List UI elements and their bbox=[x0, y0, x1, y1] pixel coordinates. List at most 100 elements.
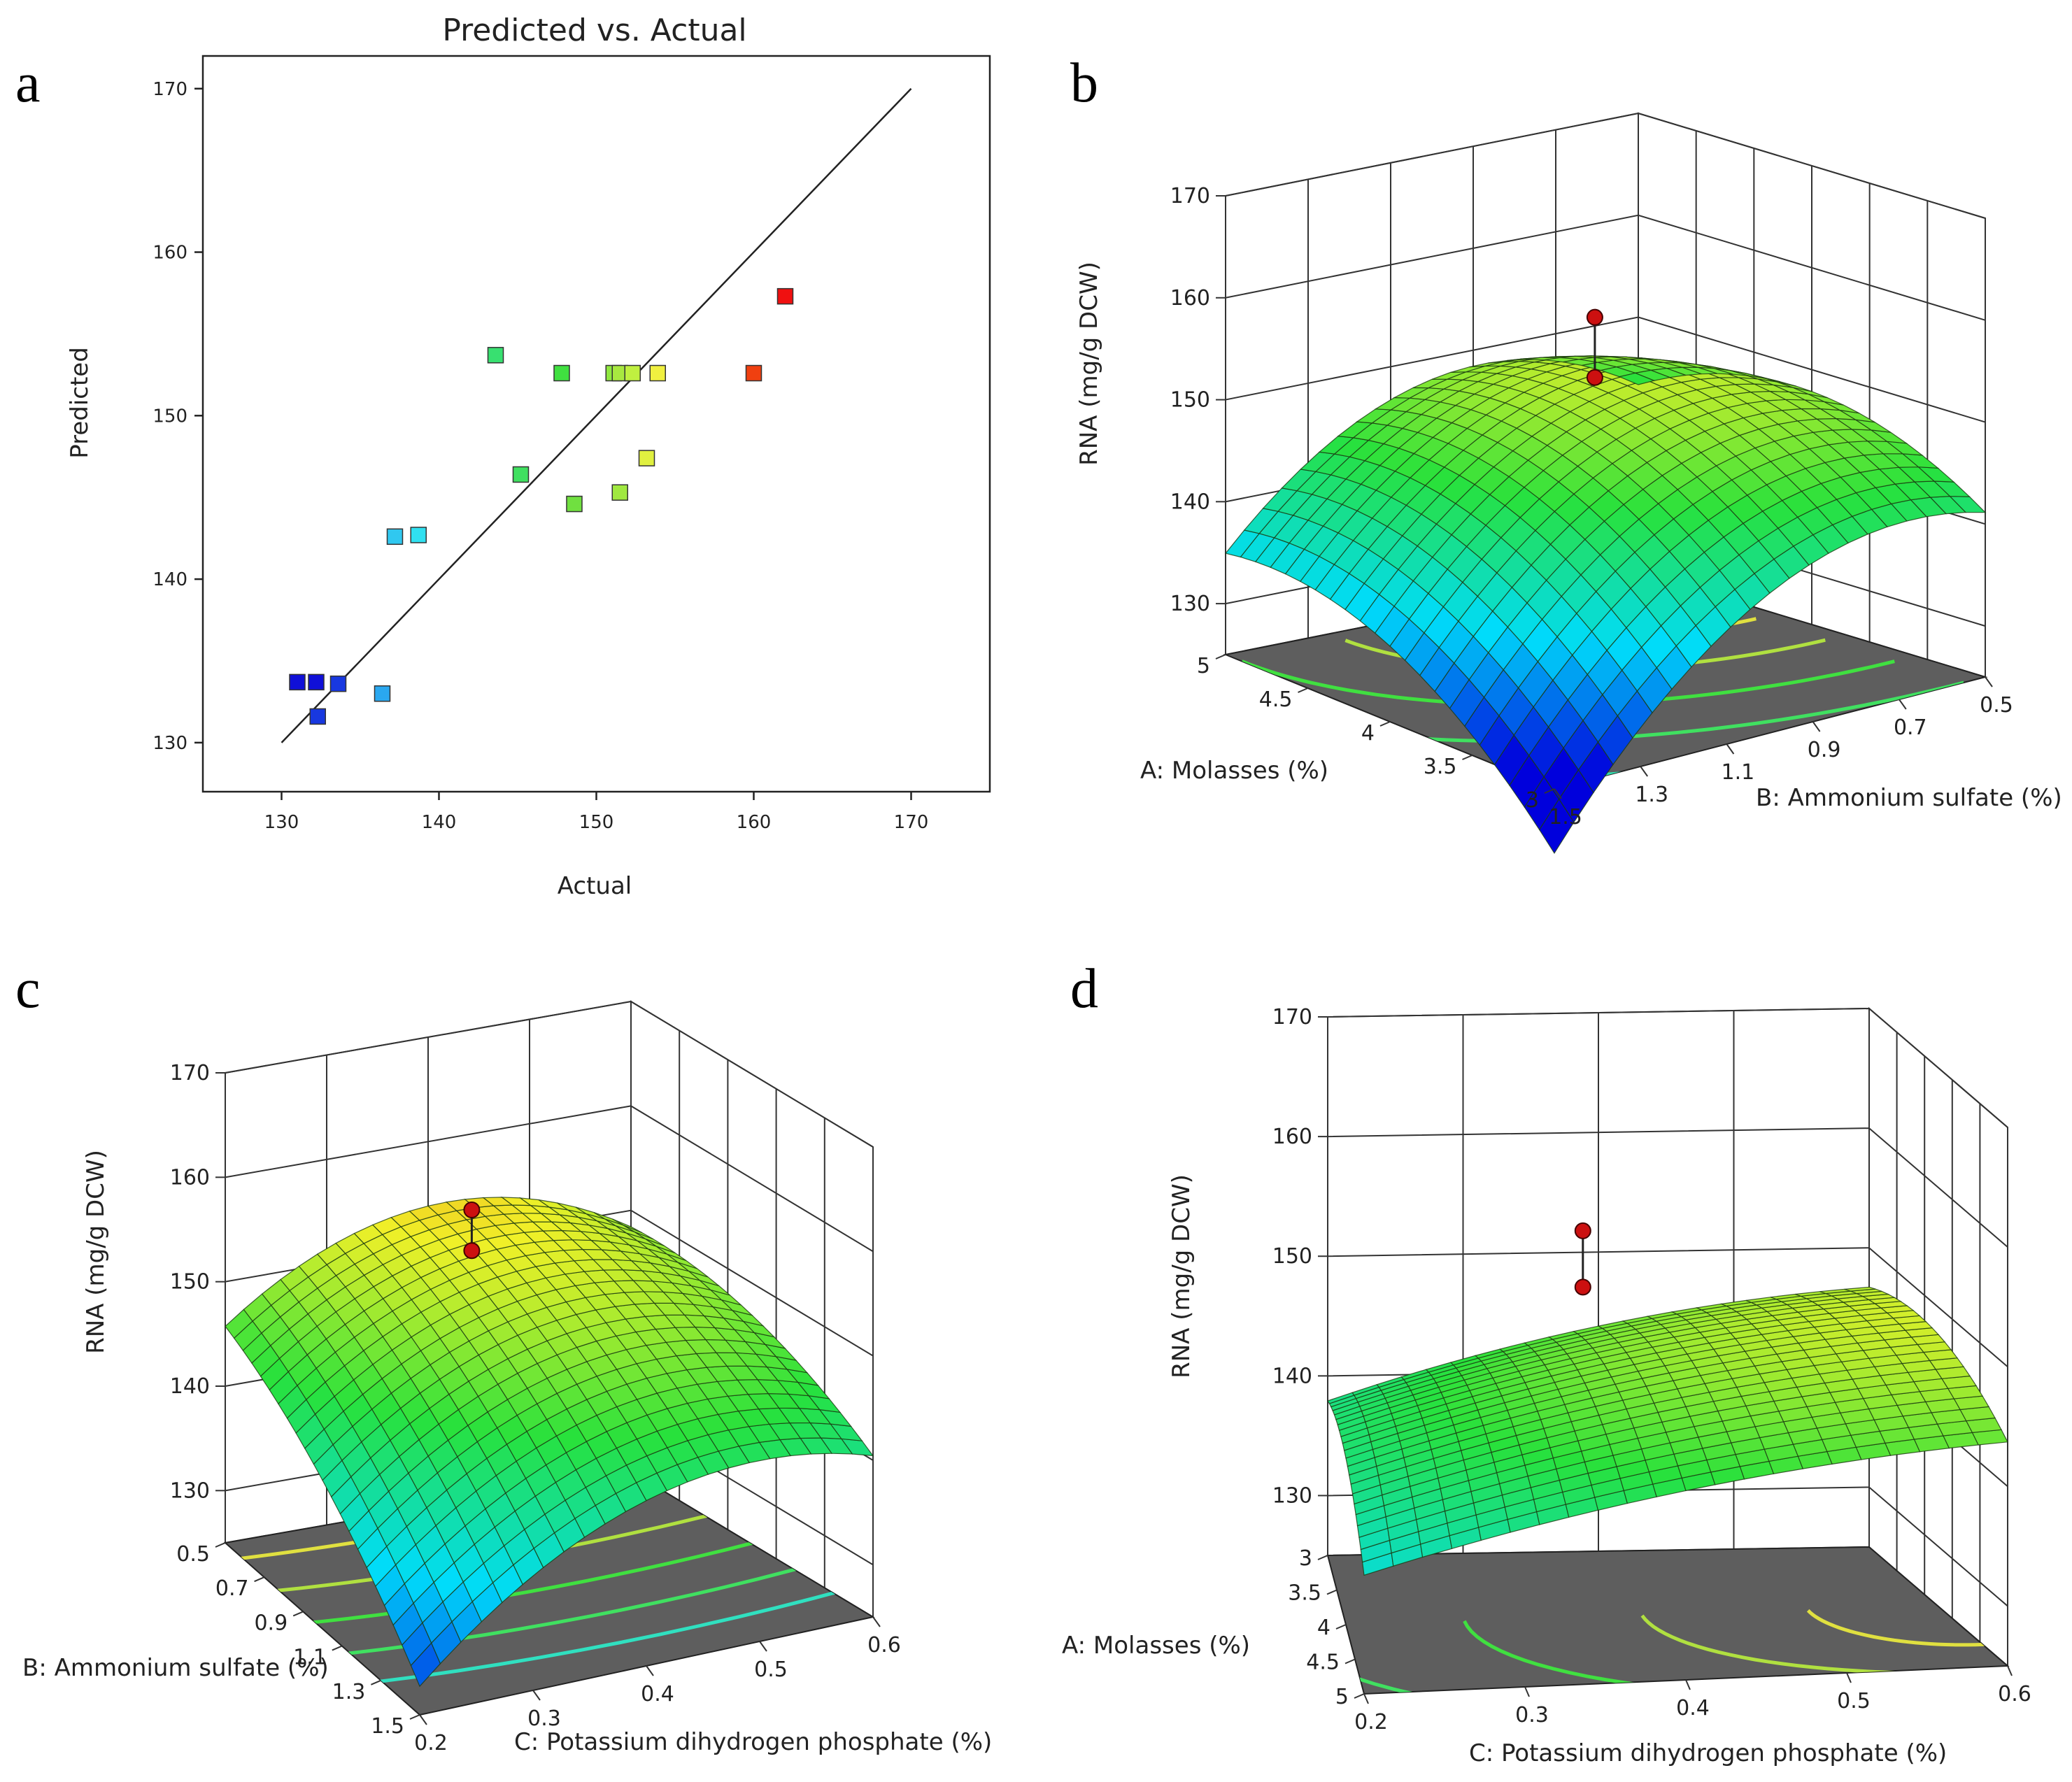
panel-label-d: d bbox=[1070, 958, 1098, 1020]
x-tick-mark bbox=[332, 1645, 343, 1651]
x-axis-label: A: Molasses (%) bbox=[1062, 1632, 1250, 1660]
x-tick-mark bbox=[409, 1714, 420, 1720]
y-tick-label: 150 bbox=[152, 406, 187, 427]
panel-b-surface: b 170 160 150 140 130 5 4.5 4 3.5 3 1.5 1.3 1.1 0.9… bbox=[1070, 52, 2062, 855]
z-tick-label: 160 bbox=[170, 1165, 210, 1190]
y-tick-label: 1.5 bbox=[1549, 805, 1582, 829]
y-tick-mark bbox=[1812, 721, 1821, 732]
y-tick-label: 0.6 bbox=[1998, 1682, 2031, 1706]
x-tick-mark bbox=[1544, 788, 1555, 794]
x-tick-label: 1.1 bbox=[293, 1646, 327, 1670]
z-tick-label: 150 bbox=[170, 1270, 210, 1295]
z-gridline bbox=[1327, 1007, 2008, 1128]
x-tick-mark bbox=[215, 1542, 226, 1548]
surface-cell bbox=[1618, 372, 1656, 385]
y-tick-label: 0.7 bbox=[1894, 715, 1927, 740]
scatter-point bbox=[745, 364, 762, 382]
y-tick-label: 140 bbox=[152, 569, 187, 590]
y-tick-mark bbox=[1685, 1679, 1691, 1690]
z-tick-label: 160 bbox=[1170, 286, 1210, 311]
x-tick-mark bbox=[1344, 1658, 1356, 1665]
x-tick-mark bbox=[1379, 721, 1391, 727]
y-tick-mark bbox=[2007, 1665, 2013, 1676]
scatter-points bbox=[289, 287, 794, 725]
scatter-point bbox=[309, 708, 326, 725]
y-axis-label: C: Potassium dihydrogen phosphate (%) bbox=[1469, 1739, 1947, 1767]
x-tick-mark bbox=[1215, 654, 1226, 660]
design-point-actual bbox=[1586, 308, 1603, 326]
scatter-point bbox=[386, 528, 404, 546]
x-tick-label: 4 bbox=[1361, 721, 1375, 746]
floor-contours bbox=[1326, 1546, 2010, 1695]
x-tick-label: 3 bbox=[1526, 788, 1539, 813]
chart-title: Predicted vs. Actual bbox=[442, 13, 746, 48]
panel-label-c: c bbox=[15, 958, 41, 1020]
panel-label-a: a bbox=[15, 52, 41, 114]
scatter-point bbox=[624, 364, 641, 382]
y-tick-mark bbox=[419, 1714, 427, 1725]
y-tick-mark bbox=[1898, 699, 1907, 710]
surface-cell bbox=[1844, 1286, 1876, 1292]
x-tick-label: 0.9 bbox=[254, 1611, 288, 1635]
z-tick-label: 170 bbox=[1272, 1005, 1312, 1029]
y-axis-label: Predicted bbox=[66, 347, 94, 459]
design-point-actual bbox=[463, 1202, 481, 1218]
x-tick-mark bbox=[371, 1679, 381, 1685]
z-tick-label: 140 bbox=[1170, 490, 1210, 514]
scatter-point bbox=[512, 466, 530, 483]
y-tick-mark bbox=[1363, 1693, 1369, 1704]
z-axis-ticks: 170 160 150 140 130 bbox=[1272, 1005, 1328, 1508]
z-gridline bbox=[1327, 1127, 2008, 1248]
scatter-point bbox=[487, 347, 504, 364]
y-tick-label: 0.2 bbox=[1354, 1710, 1388, 1734]
x-tick-mark bbox=[1298, 687, 1308, 693]
z-gridline bbox=[225, 1105, 874, 1253]
y-tick-label: 0.3 bbox=[1515, 1703, 1549, 1727]
x-tick-mark bbox=[1354, 1693, 1365, 1699]
x-tick-label: 150 bbox=[579, 812, 614, 833]
y-axis-label: C: Potassium dihydrogen phosphate (%) bbox=[514, 1728, 992, 1756]
y-tick-mark bbox=[1846, 1672, 1852, 1683]
scatter-point bbox=[329, 675, 347, 692]
y-tick-mark bbox=[872, 1616, 881, 1627]
y-tick-label: 160 bbox=[152, 243, 187, 264]
z-axis-ticks: 170 160 150 140 130 bbox=[1170, 184, 1226, 616]
scatter-point bbox=[649, 364, 666, 382]
contour-line bbox=[225, 1471, 873, 1669]
y-tick-label: 0.4 bbox=[641, 1682, 674, 1706]
x-tick-label: 130 bbox=[264, 812, 299, 833]
x-axis-ticks: 3 3.5 4 4.5 5 bbox=[1288, 1546, 1365, 1709]
response-surface bbox=[1224, 355, 1987, 855]
x-tick-label: 0.7 bbox=[215, 1576, 249, 1601]
y-tick-mark bbox=[1726, 743, 1735, 755]
x-tick-label: 160 bbox=[737, 812, 772, 833]
y-tick-label: 0.4 bbox=[1676, 1696, 1710, 1720]
x-tick-label: 0.5 bbox=[176, 1542, 210, 1567]
z-tick-label: 150 bbox=[1272, 1244, 1312, 1269]
design-points bbox=[1574, 1222, 1591, 1296]
x-tick-label: 3 bbox=[1299, 1546, 1312, 1571]
design-point-predicted bbox=[463, 1242, 481, 1260]
x-tick-mark bbox=[1335, 1624, 1347, 1630]
scatter-point bbox=[410, 527, 427, 543]
contour-line bbox=[1640, 1595, 2008, 1676]
z-gridline bbox=[1327, 1247, 2008, 1367]
z-tick-label: 130 bbox=[1272, 1483, 1312, 1508]
design-points bbox=[463, 1202, 481, 1260]
x-tick-mark bbox=[1326, 1589, 1337, 1595]
x-tick-mark bbox=[1462, 755, 1473, 760]
y-axis-ticks: 0.2 0.3 0.4 0.5 0.6 bbox=[1354, 1665, 2031, 1734]
scatter-point bbox=[374, 685, 391, 702]
z-axis-label: RNA (mg/g DCW) bbox=[1075, 262, 1103, 466]
z-tick-label: 150 bbox=[1170, 388, 1210, 413]
contour-line bbox=[225, 1471, 873, 1702]
y-tick-mark bbox=[1640, 766, 1649, 777]
x-tick-label: 3.5 bbox=[1288, 1581, 1321, 1606]
x-axis-label: A: Molasses (%) bbox=[1140, 757, 1328, 785]
y-axis-label: B: Ammonium sulfate (%) bbox=[1756, 784, 2062, 812]
y-tick-label: 0.2 bbox=[414, 1731, 448, 1755]
z-axis-label: RNA (mg/g DCW) bbox=[1168, 1174, 1195, 1378]
y-tick-mark bbox=[759, 1641, 767, 1652]
